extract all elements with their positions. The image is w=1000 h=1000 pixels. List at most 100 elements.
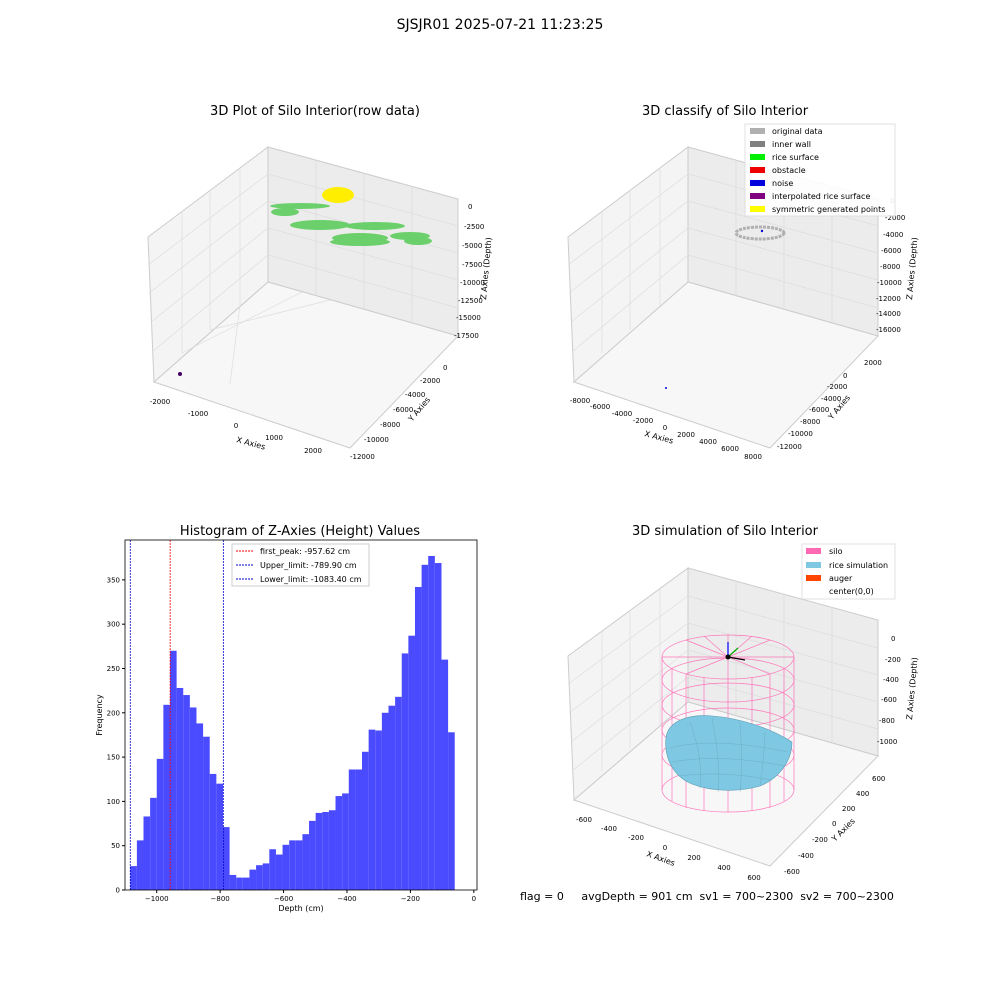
hist-bar xyxy=(262,863,270,890)
p2-legend: original data inner wall rice surface ob… xyxy=(744,123,896,217)
p2-legend-3: obstacle xyxy=(772,166,806,175)
p1-ztick-4: -10000 xyxy=(460,279,485,287)
p2-legend-1: inner wall xyxy=(772,140,811,149)
hist-ytick-label: 200 xyxy=(107,709,120,717)
hist-bar xyxy=(322,812,329,890)
p1-ztick-3: -7500 xyxy=(462,261,482,269)
hist-bar xyxy=(355,769,363,890)
p2-ytick-3: -4000 xyxy=(821,395,841,403)
p4-ytick-0: 600 xyxy=(872,775,885,783)
p4-legend-0: silo xyxy=(829,547,843,556)
p2-ytick-6: -10000 xyxy=(788,430,813,438)
p2-xtick-3: -2000 xyxy=(633,417,653,425)
p2-ytick-5: -8000 xyxy=(800,418,820,426)
p2-legend-5: interpolated rice surface xyxy=(772,192,870,201)
hist-xtick-label: −200 xyxy=(401,895,420,903)
p2-legend-6: symmetric generated points xyxy=(772,205,885,214)
hist-ytick-label: 350 xyxy=(107,576,120,584)
p4-xtick-5: 400 xyxy=(717,864,730,872)
panel1-3d-raw: -2000 -1000 0 1000 2000 0 -2000 -4000 -6… xyxy=(147,146,493,461)
p2-legend-0: original data xyxy=(772,127,823,136)
hist-bar xyxy=(143,816,151,890)
p1-ztick-1: -2500 xyxy=(464,223,484,231)
hist-bar xyxy=(315,812,323,890)
hist-bar xyxy=(169,650,177,890)
hist-ytick-label: 150 xyxy=(107,754,120,762)
hist-bar xyxy=(269,849,276,890)
p4-legend: silo rice simulation auger center(0,0) xyxy=(801,543,896,600)
p1-xtick-3: 1000 xyxy=(265,434,283,442)
hist-bar xyxy=(156,758,164,890)
status-footer: flag = 0 avgDepth = 901 cm sv1 = 700~230… xyxy=(520,890,894,903)
hist-bar xyxy=(428,555,435,890)
hist-bar xyxy=(408,635,415,890)
hist-bar xyxy=(448,732,455,890)
original-data-ring xyxy=(734,225,786,241)
p4-xtick-3: 0 xyxy=(663,844,667,852)
p4-xtick-6: 600 xyxy=(747,874,760,882)
hist-bar xyxy=(275,854,283,890)
p2-legend-4: noise xyxy=(772,179,793,188)
hist-bar xyxy=(222,827,230,890)
figure-title: SJSJR01 2025-07-21 11:23:25 xyxy=(396,17,604,33)
hist-bar xyxy=(196,723,204,890)
hist-bar xyxy=(289,840,296,890)
p2-ytick-1: 0 xyxy=(843,372,847,380)
hist-xtick-label: −600 xyxy=(274,895,293,903)
p4-ytick-1: 400 xyxy=(856,790,869,798)
hist-bar xyxy=(249,869,257,890)
p1-ytick-6: -12000 xyxy=(350,453,375,461)
hist-bar xyxy=(216,783,223,890)
p1-xtick-4: 2000 xyxy=(304,447,322,455)
hist-frame xyxy=(124,539,478,891)
symmetric-points-raw xyxy=(322,187,354,203)
p4-xtick-1: -400 xyxy=(601,825,617,833)
p2-ztick-3: -6000 xyxy=(881,247,901,255)
p2-xtick-1: -6000 xyxy=(590,403,610,411)
p2-ytick-4: -6000 xyxy=(809,406,829,414)
p2-xtick-0: -8000 xyxy=(570,397,590,405)
hist-bar xyxy=(189,707,197,890)
p4-legend-3: center(0,0) xyxy=(829,587,874,596)
hist-bar xyxy=(441,659,449,890)
hist-ytick-label: 250 xyxy=(107,665,120,673)
p4-xtick-2: -200 xyxy=(628,834,644,842)
p2-ztick-4: -8000 xyxy=(880,263,900,271)
p2-xtick-8: 8000 xyxy=(744,453,762,461)
hist-bar xyxy=(209,773,217,890)
p4-ztick-3: -600 xyxy=(881,696,897,704)
p1-xlabel: X Axies xyxy=(235,435,266,451)
p4-ytick-6: -600 xyxy=(784,868,800,876)
p4-ytick-4: -200 xyxy=(812,836,828,844)
p2-ytick-0: 2000 xyxy=(864,359,882,367)
hist-bar xyxy=(401,653,409,890)
p2-xtick-5: 2000 xyxy=(677,431,695,439)
p2-ytick-2: -2000 xyxy=(827,383,847,391)
hist-bar xyxy=(236,877,243,890)
hist-ytick-label: 0 xyxy=(116,887,120,895)
hist-xtick-label: −1000 xyxy=(145,895,169,903)
p4-ztick-2: -400 xyxy=(883,676,899,684)
hist-bar xyxy=(150,797,157,890)
panel2-3d-classify: -8000 -6000 -4000 -2000 0 2000 4000 6000… xyxy=(567,123,919,461)
p1-ytick-2: -4000 xyxy=(405,391,425,399)
hist-legend-lower: Lower_limit: -1083.40 cm xyxy=(260,575,362,584)
hist-bar xyxy=(335,796,343,890)
hist-bar xyxy=(282,844,290,890)
p2-ztick-6: -12000 xyxy=(876,295,901,303)
hist-legend: first_peak: -957.62 cm Upper_limit: -789… xyxy=(231,543,370,587)
hist-bar xyxy=(434,563,442,890)
p1-ytick-0: 0 xyxy=(443,364,447,372)
hist-ylabel: Frequency xyxy=(95,694,104,736)
hist-bar xyxy=(242,877,250,890)
hist-bar xyxy=(203,736,210,890)
hist-xlabel: Depth (cm) xyxy=(278,904,323,913)
p4-xtick-0: -600 xyxy=(576,816,592,824)
panel2-title: 3D classify of Silo Interior xyxy=(641,104,809,119)
hist-bar xyxy=(309,820,316,890)
hist-bar xyxy=(130,866,137,890)
hist-bar xyxy=(302,834,310,890)
panel4-3d-simulation: -600 -400 -200 0 200 400 600 600 400 200… xyxy=(567,543,919,882)
hist-bar xyxy=(295,840,303,890)
